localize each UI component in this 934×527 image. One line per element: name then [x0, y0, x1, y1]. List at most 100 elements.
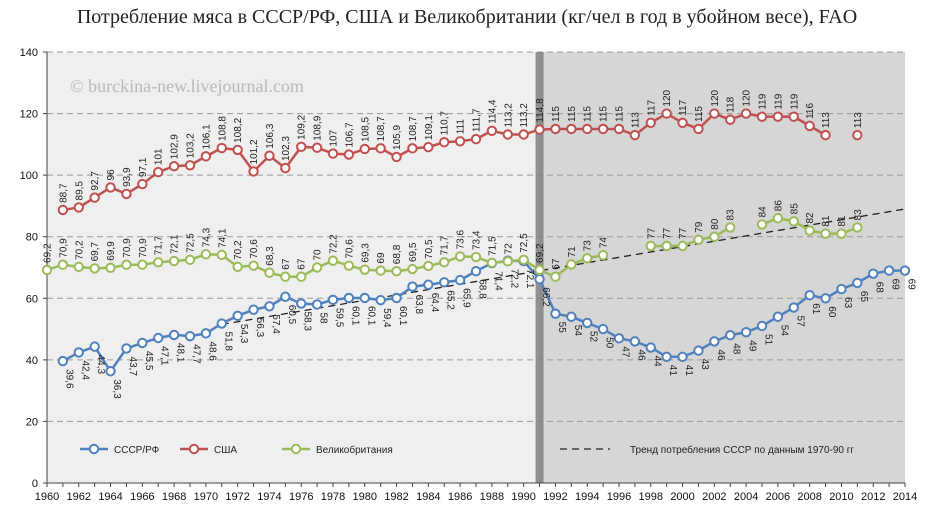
data-label-uk-1986: 73,6: [456, 230, 467, 250]
point-usa-1980: [359, 143, 370, 155]
point-uk-1960: [41, 264, 53, 276]
data-label-usa-2000: 117: [678, 99, 689, 115]
data-label-usa-1973: 101,2: [249, 139, 260, 164]
data-label-usa-1966: 97,1: [138, 157, 149, 177]
data-label-uk-1964: 69,9: [106, 241, 117, 261]
data-label-uk-2010: 81: [837, 215, 848, 227]
data-label-ussr-1969: 47,7: [191, 344, 202, 364]
data-label-ussr-1976: 58,3: [302, 312, 313, 332]
point-ussr-1964: [105, 366, 116, 377]
x-tick-label-1966: 1966: [130, 491, 154, 503]
point-usa-2000: [677, 117, 688, 129]
point-uk-1973: [248, 260, 259, 271]
data-label-ussr-1991: 66,2: [540, 287, 551, 307]
data-label-uk-1961: 70,9: [58, 238, 69, 258]
legend-marker-usa: [188, 443, 200, 455]
x-tick-label-2002: 2002: [702, 491, 726, 503]
data-label-usa-1992: 115: [551, 106, 562, 122]
data-label-usa-2007: 119: [789, 93, 800, 109]
data-label-ussr-2013: 69: [890, 279, 901, 291]
y-tick-label-60: 60: [26, 293, 38, 305]
point-usa-1996: [613, 123, 625, 135]
point-uk-1981: [375, 265, 386, 276]
point-usa-1986: [454, 136, 466, 147]
data-label-uk-1981: 69: [376, 252, 387, 264]
point-uk-1975: [280, 271, 291, 282]
point-uk-1961: [57, 259, 69, 270]
point-uk-1982: [391, 265, 402, 277]
point-usa-1981: [375, 143, 386, 154]
point-ussr-2008: [804, 290, 815, 301]
data-label-usa-1999: 120: [662, 89, 673, 106]
x-tick-label-1984: 1984: [416, 491, 440, 503]
data-label-ussr-1985: 65,2: [445, 290, 456, 310]
point-usa-1992: [550, 123, 561, 135]
data-label-uk-1987: 73,4: [472, 230, 483, 250]
point-usa-2002: [709, 108, 720, 119]
point-uk-2010: [836, 228, 847, 239]
data-label-uk-1962: 70,2: [74, 240, 85, 260]
point-uk-2006: [772, 213, 784, 224]
point-ussr-2004: [740, 326, 752, 338]
point-usa-1977: [311, 142, 323, 153]
data-label-ussr-2009: 60: [826, 306, 837, 318]
data-label-ussr-1980: 60,1: [365, 306, 376, 326]
data-label-ussr-1986: 65,9: [461, 288, 472, 308]
data-label-uk-2007: 85: [789, 203, 800, 215]
point-uk-1984: [423, 260, 434, 272]
point-ussr-1995: [597, 323, 609, 335]
x-tick-label-2006: 2006: [766, 491, 790, 503]
data-label-uk-1995: 74: [599, 237, 610, 249]
point-usa-1997: [629, 129, 641, 141]
data-label-usa-2004: 120: [742, 89, 753, 106]
data-label-usa-1986: 111: [456, 119, 467, 135]
point-usa-1966: [137, 178, 148, 190]
x-tick-label-2014: 2014: [893, 491, 917, 503]
data-label-ussr-1971: 51,8: [222, 332, 233, 352]
data-label-ussr-1981: 59,4: [381, 308, 392, 328]
data-label-usa-1967: 101: [154, 148, 165, 165]
data-label-ussr-1970: 48,6: [206, 341, 217, 361]
point-uk-1998: [645, 240, 656, 252]
point-ussr-2011: [852, 277, 863, 289]
point-ussr-1969: [184, 330, 196, 342]
x-tick-label-1974: 1974: [257, 491, 281, 503]
data-label-ussr-1967: 47,1: [159, 346, 170, 366]
point-usa-1989: [502, 129, 513, 140]
data-label-ussr-1975: 60,5: [286, 305, 297, 325]
point-ussr-2007: [788, 302, 799, 313]
x-tick-label-1970: 1970: [194, 491, 218, 503]
data-label-usa-1965: 93,9: [122, 167, 133, 187]
legend-label-uk: Великобритания: [316, 444, 393, 456]
point-usa-1983: [407, 143, 418, 154]
point-ussr-1984: [423, 279, 434, 290]
data-label-uk-2000: 77: [678, 227, 689, 239]
plot-area-right: [539, 52, 905, 483]
point-uk-1990: [518, 254, 529, 266]
data-label-uk-1984: 70,5: [424, 239, 435, 259]
data-label-ussr-1961: 39,6: [63, 369, 74, 389]
point-usa-1999: [661, 108, 672, 119]
data-label-usa-1968: 102,9: [170, 134, 181, 159]
point-usa-1961: [57, 204, 69, 216]
point-usa-1987: [470, 133, 482, 145]
point-uk-2009: [820, 228, 831, 239]
data-label-ussr-1988: 71,4: [492, 271, 503, 291]
data-label-uk-1970: 74,3: [201, 227, 212, 247]
data-label-uk-2008: 82: [805, 212, 816, 224]
point-ussr-1978: [327, 294, 339, 306]
data-label-usa-2006: 119: [773, 93, 784, 109]
data-label-uk-1993: 71: [567, 246, 578, 258]
point-uk-1971: [216, 249, 227, 261]
data-label-uk-1960: 69,2: [43, 243, 54, 263]
data-label-uk-2006: 86: [773, 200, 784, 212]
point-ussr-2002: [709, 336, 720, 347]
point-ussr-1976: [296, 298, 307, 309]
x-tick-label-1992: 1992: [543, 491, 567, 503]
point-uk-1976: [296, 271, 307, 282]
data-label-uk-1990: 72,5: [519, 233, 530, 253]
data-label-uk-1999: 77: [662, 227, 673, 239]
point-ussr-2003: [725, 330, 736, 341]
point-usa-1962: [73, 202, 84, 213]
point-uk-1967: [153, 257, 164, 268]
